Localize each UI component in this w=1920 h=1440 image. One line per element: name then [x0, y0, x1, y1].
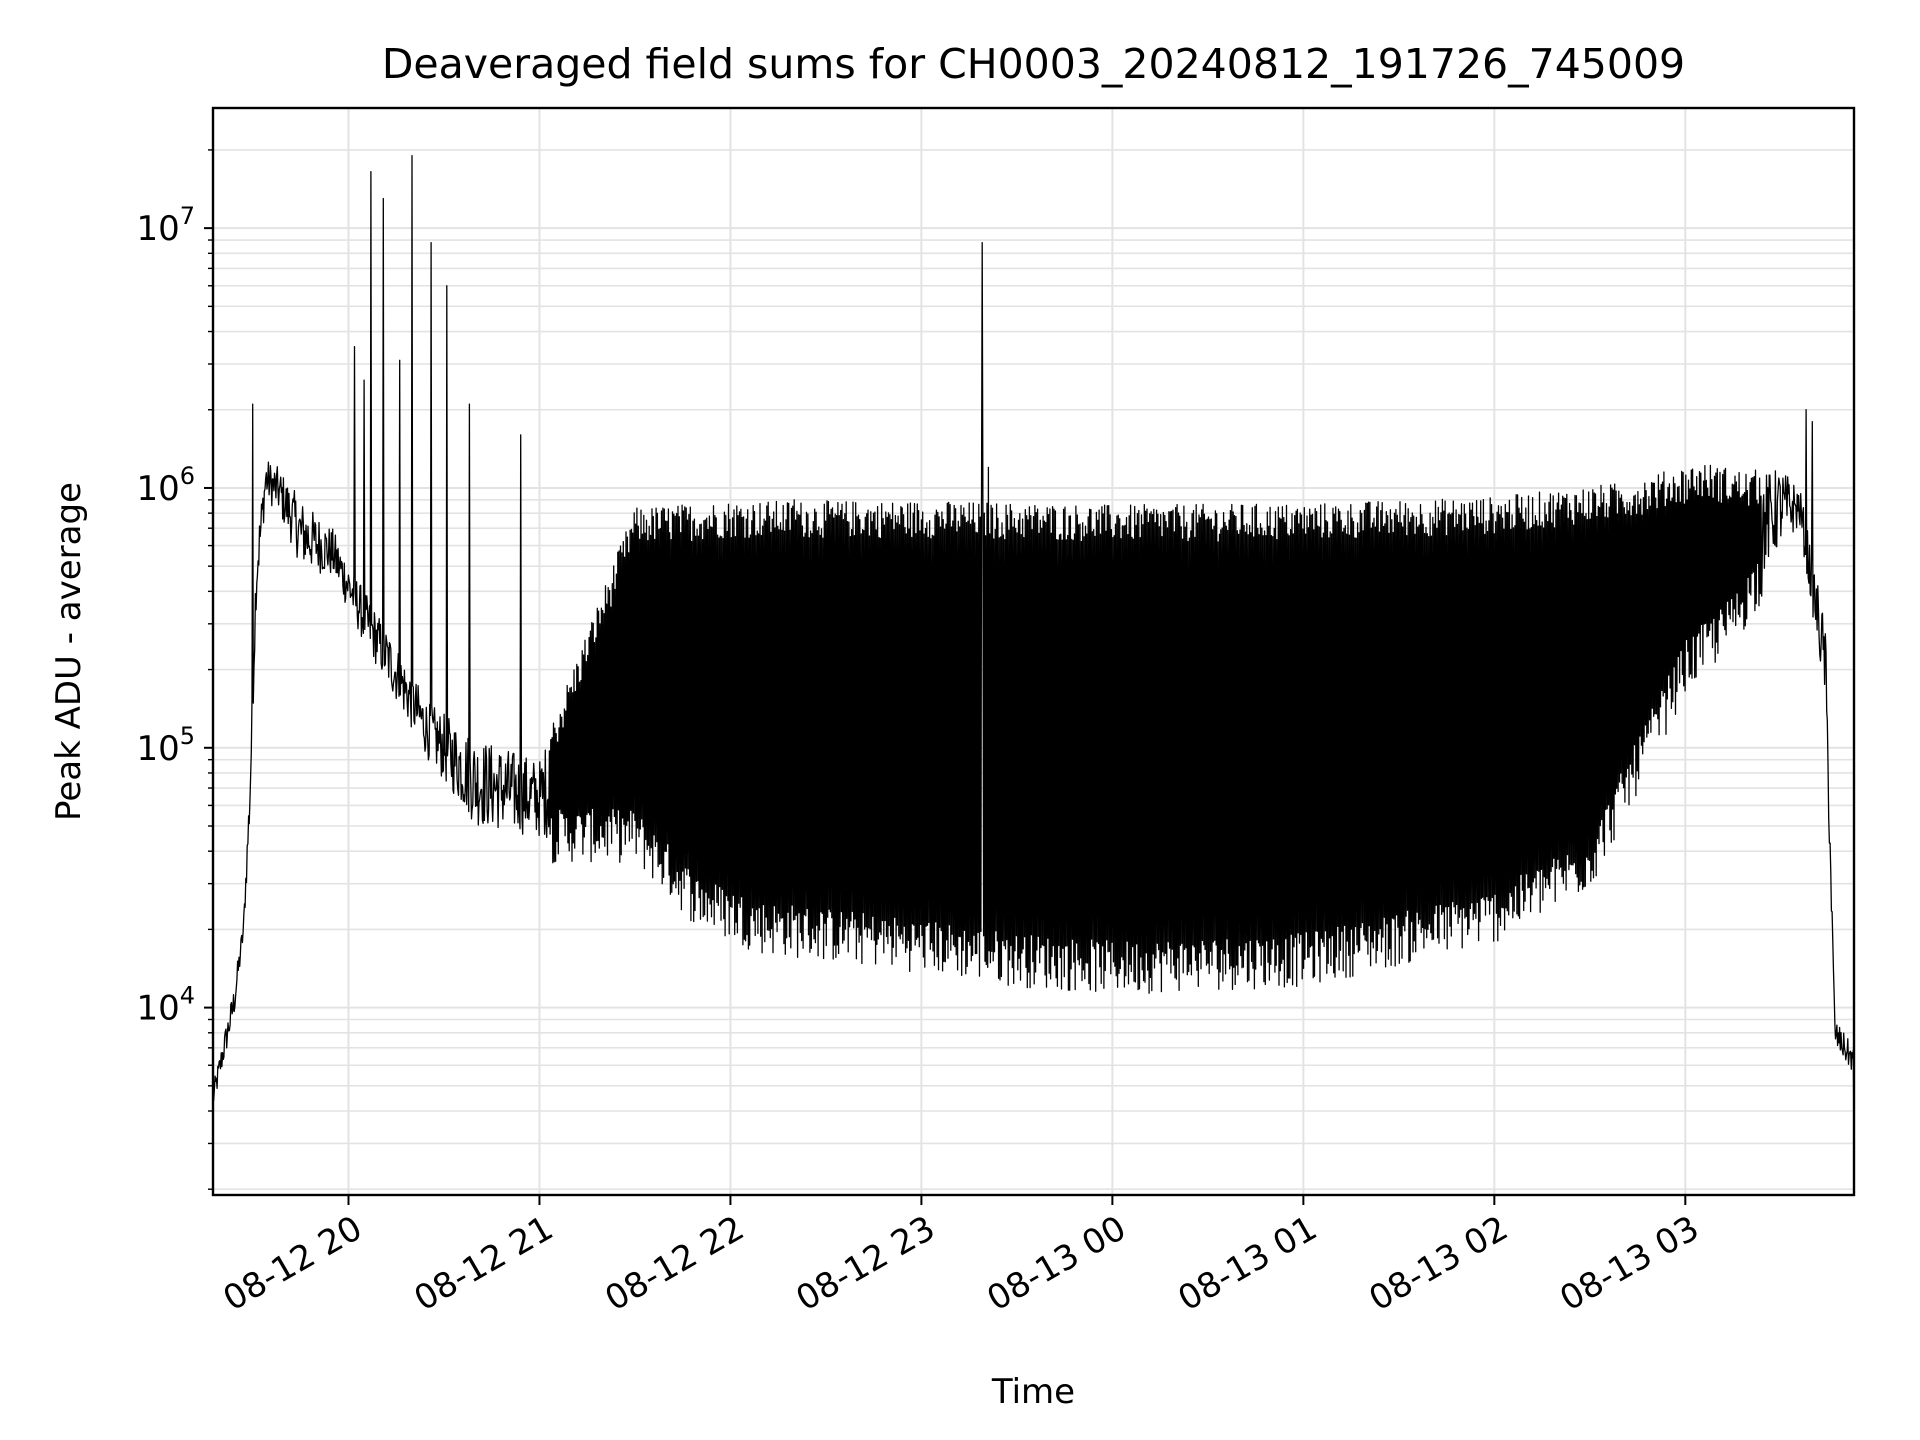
y-tick-label: 106 — [136, 462, 195, 509]
plot-frame — [211, 106, 1856, 1197]
x-axis-label: Time — [991, 1372, 1075, 1412]
y-axis-label: Peak ADU - average — [49, 482, 89, 821]
data-series — [212, 155, 1855, 1144]
chart-title: Deaveraged field sums for CH0003_2024081… — [382, 40, 1685, 88]
y-tick-label: 107 — [136, 202, 195, 249]
y-tick-label: 104 — [136, 982, 195, 1029]
series-line — [212, 155, 1855, 1144]
y-tick-label: 105 — [136, 722, 195, 769]
